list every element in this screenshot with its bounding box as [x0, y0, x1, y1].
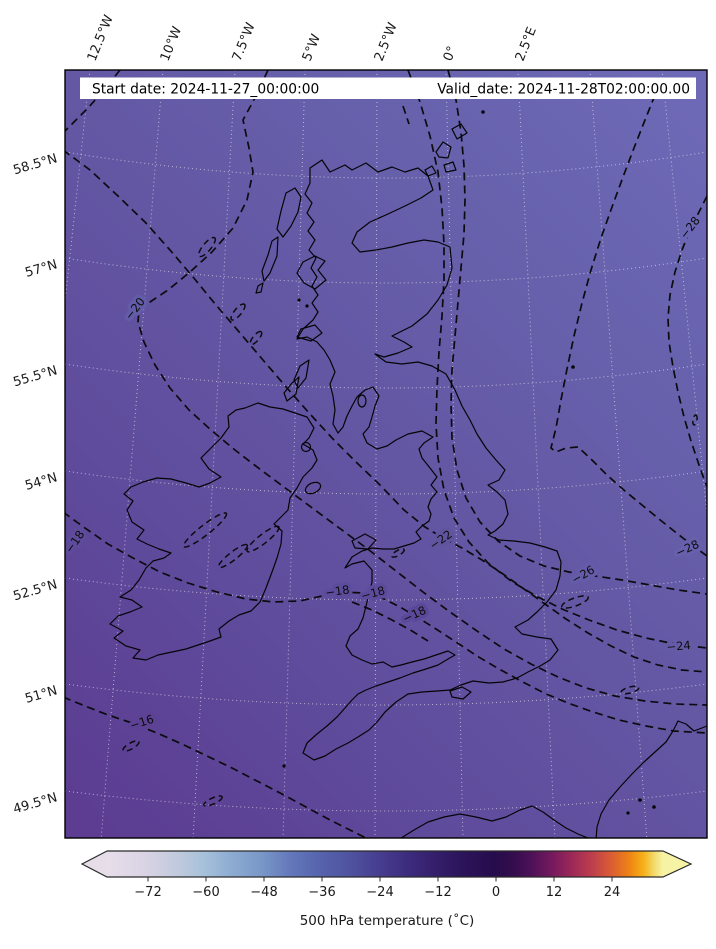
left-axis: 58.5°N 57°N 55.5°N 54°N 52.5°N 51°N 49.5… [12, 151, 60, 817]
isle-of-mull [296, 324, 323, 342]
islay-jura [283, 359, 310, 402]
great-britain-coast [296, 159, 562, 761]
orkney-islands [424, 123, 468, 177]
lon-tick-label: 7.5°W [230, 21, 259, 64]
coastlines [109, 110, 707, 838]
colorbar-tick-labels: −72 −60 −48 −36 −24 −12 0 12 24 [134, 885, 620, 900]
colorbar-title: 500 hPa temperature (˚C) [300, 912, 475, 929]
colorbar-ticks [147, 877, 613, 882]
lat-tick-label: 52.5°N [12, 577, 60, 604]
colorbar-left-arrow [82, 851, 107, 877]
lon-tick-label: 2.5°E [513, 25, 540, 63]
colorbar-gradient [107, 851, 663, 877]
contour-label: −24 [666, 638, 691, 654]
contour-minus28-east [667, 195, 707, 488]
isle-of-man [304, 481, 322, 495]
lat-tick-label: 51°N [23, 683, 59, 706]
date-bar-background [80, 77, 696, 99]
lat-tick-label: 55.5°N [12, 363, 60, 390]
france-brittany-coast [400, 805, 591, 838]
cbar-tick-label: 12 [546, 885, 563, 900]
contour-minus16 [65, 696, 368, 838]
cbar-tick-label: −24 [366, 885, 393, 900]
outer-hebrides [255, 187, 302, 294]
ireland-coast [109, 402, 318, 661]
anglesey [351, 533, 377, 550]
lon-tick-label: 10°W [158, 24, 185, 63]
valid-date-text: Valid_date: 2024-11-28T02:00:00.00 [437, 82, 690, 98]
contour-minus22 [65, 150, 707, 673]
cbar-tick-label: 0 [492, 885, 500, 900]
lough-neagh [300, 441, 312, 453]
temperature-contours [65, 70, 707, 838]
cbar-tick-label: −72 [134, 885, 161, 900]
small-islands-dots [282, 110, 656, 815]
contour-minus20 [137, 70, 707, 706]
cbar-tick-label: −12 [424, 885, 451, 900]
cbar-tick-label: −36 [308, 885, 335, 900]
contour-fragment [402, 105, 410, 125]
cbar-tick-label: 24 [604, 885, 621, 900]
date-bar: Start date: 2024-11-27_00:00:00 Valid_da… [80, 77, 696, 99]
contour-minus28-hook [550, 94, 707, 557]
isle-of-wight [449, 686, 472, 700]
graticule-parallels [65, 151, 707, 812]
contour-minus18 [65, 512, 707, 734]
map-border [64, 69, 708, 839]
colorbar-outline [80, 850, 693, 878]
start-date-text: Start date: 2024-11-27_00:00:00 [92, 82, 319, 98]
lon-tick-label: 5°W [300, 32, 324, 63]
lat-tick-label: 54°N [23, 470, 59, 493]
lon-tick-label: 0° [441, 44, 460, 63]
cbar-tick-label: −48 [250, 885, 277, 900]
isle-of-arran [357, 394, 367, 408]
colorbar-right-arrow [663, 851, 691, 877]
france-normandy-coast [595, 720, 707, 838]
map-panel: −20 −28 −28 −26 −24 −22 −18 −18 −18 −18 … [65, 70, 707, 838]
temperature-field [65, 70, 707, 838]
lat-tick-label: 49.5°N [12, 790, 60, 817]
lon-tick-label: 12.5°W [85, 13, 117, 64]
lat-tick-label: 57°N [23, 257, 59, 280]
lon-tick-label: 2.5°W [372, 21, 401, 64]
lat-tick-label: 58.5°N [12, 151, 60, 178]
contour-minus24 [407, 70, 707, 649]
isle-of-skye [296, 255, 327, 290]
colorbar: −72 −60 −48 −36 −24 −12 0 12 24 500 hPa … [80, 850, 693, 929]
cbar-tick-label: −60 [192, 885, 219, 900]
top-axis: 12.5°W 10°W 7.5°W 5°W 2.5°W 0° 2.5°E [85, 13, 540, 64]
